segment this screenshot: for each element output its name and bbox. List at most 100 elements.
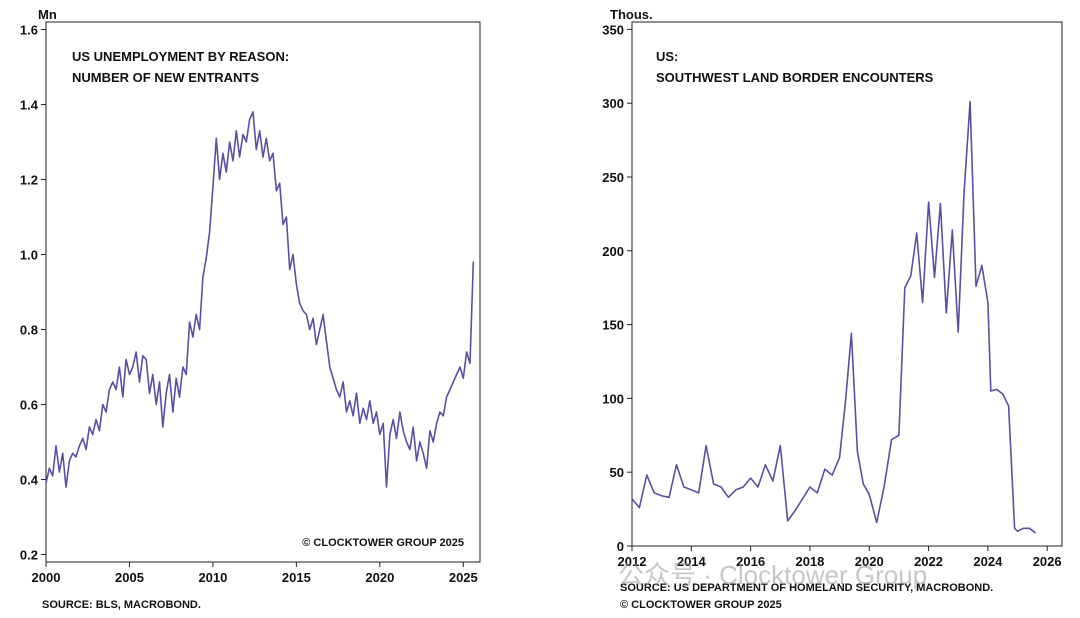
data-point [419, 441, 421, 443]
data-point [816, 492, 818, 494]
data-point [856, 450, 858, 453]
data-point [402, 430, 404, 432]
source-note: SOURCE: US DEPARTMENT OF HOMELAND SECURI… [620, 582, 993, 594]
y-tick-label: 0.8 [20, 323, 38, 338]
data-point [65, 486, 67, 488]
y-tick-label: 1.2 [20, 173, 38, 188]
data-point [345, 411, 348, 413]
data-point [75, 456, 77, 458]
data-point [148, 392, 151, 394]
data-point [315, 343, 317, 346]
data-point [155, 403, 157, 406]
data-point [429, 430, 431, 432]
data-point [764, 464, 766, 466]
data-point [969, 101, 971, 103]
data-point [824, 468, 826, 470]
data-point [469, 362, 471, 364]
data-point [713, 483, 715, 485]
data-point [987, 301, 989, 304]
y-tick-label: 0.2 [20, 548, 38, 563]
data-point [235, 130, 237, 132]
data-point [472, 261, 474, 263]
data-point [122, 396, 124, 398]
y-unit-label: Thous. [610, 7, 653, 22]
data-point [779, 445, 781, 447]
data-point [996, 388, 998, 391]
right-chart-panel: Thous. 0 50 100 150 200 250 300 350 2012 2014 2016 2… [540, 0, 1080, 618]
data-point [750, 477, 752, 479]
data-point [48, 467, 50, 469]
data-point [392, 418, 394, 421]
unemployment-new-entrants-chart: Mn 0.2 0.4 0.6 0.8 1.0 1.2 1.4 1.6 2000 2005 2010 20… [20, 7, 481, 611]
data-point [172, 411, 174, 413]
data-point [128, 373, 131, 376]
data-point [442, 415, 444, 417]
data-point [389, 433, 391, 436]
data-point [55, 445, 57, 447]
data-point [399, 411, 401, 413]
data-point [259, 130, 261, 132]
data-point [289, 268, 291, 271]
data-point [132, 366, 134, 368]
y-tick-label: 50 [610, 465, 624, 480]
data-point [385, 486, 388, 488]
plot-frame [45, 21, 481, 563]
data-point [82, 437, 84, 439]
data-point [801, 498, 804, 500]
data-point [305, 313, 307, 316]
data-point [182, 366, 184, 368]
data-point [910, 275, 912, 277]
data-point [720, 486, 722, 488]
data-point [162, 426, 164, 428]
y-tick-label: 300 [602, 96, 624, 111]
data-point [933, 276, 936, 278]
data-point [668, 496, 670, 498]
data-point [705, 445, 707, 447]
data-point [661, 495, 663, 497]
data-point [102, 403, 104, 406]
data-point [359, 422, 361, 424]
data-point [939, 203, 941, 205]
data-point [690, 489, 692, 491]
data-point [165, 392, 167, 394]
data-point [951, 229, 953, 231]
y-tick-label: 350 [602, 22, 624, 37]
data-point [92, 433, 94, 436]
data-point [890, 439, 893, 441]
data-point [631, 498, 633, 500]
x-tick-label: 2020 [855, 554, 884, 569]
data-point [735, 489, 737, 491]
data-point [299, 302, 301, 304]
data-point [355, 392, 358, 394]
data-point [272, 152, 274, 154]
data-point [279, 182, 281, 184]
data-point [225, 171, 227, 173]
data-point [683, 486, 685, 488]
data-point [212, 186, 214, 188]
data-point [898, 434, 900, 436]
copyright-note: © CLOCKTOWER GROUP 2025 [620, 599, 782, 611]
data-point [352, 415, 354, 417]
data-point [844, 400, 847, 402]
data-point [145, 358, 147, 361]
data-point [252, 111, 254, 113]
data-point [809, 486, 811, 488]
data-point [945, 312, 947, 314]
data-point [322, 313, 324, 316]
series-line [631, 100, 1036, 534]
data-point [265, 137, 267, 139]
x-tick-label: 2024 [973, 554, 1003, 569]
data-point [459, 366, 461, 368]
data-point [152, 373, 154, 376]
copyright-note: © CLOCKTOWER GROUP 2025 [302, 537, 464, 549]
chart-title-line: NUMBER OF NEW ENTRANTS [72, 70, 259, 85]
data-point [58, 471, 61, 473]
data-point [369, 400, 371, 402]
source-note: SOURCE: BLS, MACROBOND. [42, 599, 201, 611]
data-point [168, 373, 171, 376]
data-point [850, 332, 852, 334]
data-point [335, 388, 337, 391]
data-point [1014, 527, 1016, 529]
data-point [292, 253, 294, 256]
data-point [904, 287, 906, 289]
